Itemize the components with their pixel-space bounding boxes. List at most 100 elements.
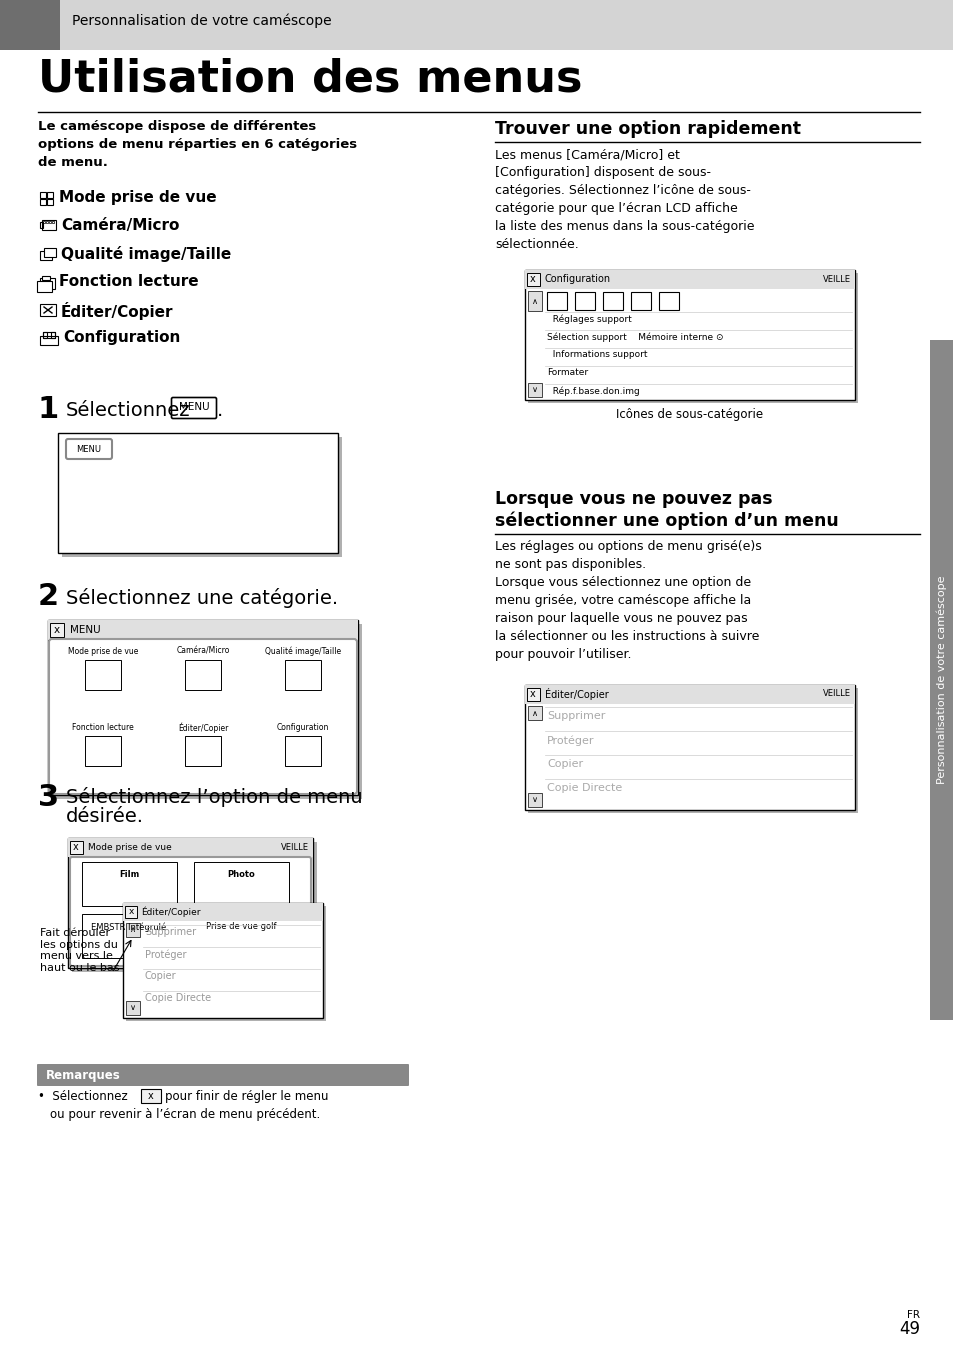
Text: Lorsque vous ne pouvez pas: Lorsque vous ne pouvez pas — [495, 490, 772, 508]
Bar — [524, 270, 854, 289]
Text: x: x — [530, 689, 536, 699]
Text: x: x — [54, 626, 60, 635]
Text: 49: 49 — [898, 1320, 919, 1338]
Text: Supprimer: Supprimer — [546, 711, 605, 721]
Bar — [123, 902, 323, 1018]
Text: ∨: ∨ — [532, 795, 537, 805]
Bar — [0, 0, 60, 50]
Bar — [185, 660, 221, 689]
Bar — [47, 199, 53, 205]
Text: 2: 2 — [38, 582, 59, 611]
FancyBboxPatch shape — [172, 398, 216, 418]
Text: VEILLE: VEILLE — [822, 689, 850, 699]
Bar — [40, 199, 46, 205]
Text: Lorsque vous sélectionnez une option de: Lorsque vous sélectionnez une option de — [495, 575, 750, 589]
Text: Éditer/Copier: Éditer/Copier — [177, 722, 228, 733]
Bar — [527, 706, 541, 721]
Bar — [49, 221, 51, 223]
Bar — [193, 915, 289, 958]
Bar — [71, 841, 316, 972]
Bar — [43, 221, 45, 223]
Text: Éditer/Copier: Éditer/Copier — [61, 303, 173, 320]
Text: Formater: Formater — [546, 368, 587, 377]
Text: Supprimer: Supprimer — [145, 927, 196, 936]
Text: sélectionner une option d’un menu: sélectionner une option d’un menu — [495, 512, 838, 531]
Text: Les réglages ou options de menu grisé(e)s: Les réglages ou options de menu grisé(e)… — [495, 540, 760, 554]
Text: x: x — [128, 908, 133, 916]
Bar — [40, 337, 58, 345]
Bar — [285, 735, 320, 765]
Bar — [82, 862, 177, 906]
Text: MENU: MENU — [76, 445, 101, 453]
Text: Copier: Copier — [546, 759, 582, 769]
Text: Configuration: Configuration — [544, 274, 611, 284]
Text: MENU: MENU — [178, 402, 209, 413]
Bar — [659, 292, 679, 309]
Text: Sélectionnez une catégorie.: Sélectionnez une catégorie. — [66, 588, 337, 608]
Bar — [43, 332, 55, 338]
Bar — [50, 623, 64, 636]
Text: catégorie pour que l’écran LCD affiche: catégorie pour que l’écran LCD affiche — [495, 202, 737, 214]
Bar — [68, 839, 313, 858]
Text: Remarques: Remarques — [46, 1068, 121, 1082]
Text: pour pouvoir l’utiliser.: pour pouvoir l’utiliser. — [495, 649, 631, 661]
Text: Qualité image/Taille: Qualité image/Taille — [61, 246, 231, 262]
Text: x: x — [148, 1091, 153, 1101]
Text: Caméra/Micro: Caméra/Micro — [61, 218, 179, 233]
Text: Rép.f.base.don.img: Rép.f.base.don.img — [546, 385, 639, 395]
Bar — [52, 221, 54, 223]
FancyBboxPatch shape — [37, 1064, 409, 1086]
Text: Copier: Copier — [145, 972, 176, 981]
Text: VEILLE: VEILLE — [281, 843, 309, 851]
Bar — [546, 292, 566, 309]
Bar — [526, 273, 539, 286]
Text: x: x — [530, 274, 536, 284]
Bar — [51, 332, 55, 338]
Text: Film: Film — [119, 870, 139, 879]
Bar — [0, 0, 953, 50]
Text: Trouver une option rapidement: Trouver une option rapidement — [495, 119, 801, 138]
Bar — [141, 1090, 161, 1103]
Bar — [193, 862, 289, 906]
Bar — [575, 292, 595, 309]
Text: Mode prise de vue: Mode prise de vue — [68, 647, 138, 655]
Text: Éditer/Copier: Éditer/Copier — [141, 906, 200, 917]
Text: ou pour revenir à l’écran de menu précédent.: ou pour revenir à l’écran de menu précéd… — [50, 1109, 320, 1121]
Text: Réglages support: Réglages support — [546, 313, 631, 323]
Text: Protéger: Protéger — [145, 949, 186, 959]
Bar — [527, 688, 857, 813]
Text: Utilisation des menus: Utilisation des menus — [38, 58, 582, 100]
Text: de menu.: de menu. — [38, 156, 108, 170]
Text: MENU: MENU — [70, 626, 100, 635]
Text: Copie Directe: Copie Directe — [145, 993, 211, 1003]
Text: la liste des menus dans la sous-catégorie: la liste des menus dans la sous-catégori… — [495, 220, 754, 233]
Bar — [527, 383, 541, 398]
Text: Fait dérouler
les options du
menu vers le
haut ou le bas: Fait dérouler les options du menu vers l… — [40, 928, 119, 973]
Bar — [40, 223, 43, 228]
Bar — [123, 902, 323, 921]
Text: options de menu réparties en 6 catégories: options de menu réparties en 6 catégorie… — [38, 138, 356, 151]
Text: ∧: ∧ — [130, 925, 136, 935]
Text: Sélectionnez: Sélectionnez — [66, 402, 191, 421]
Bar — [48, 620, 357, 641]
Text: [Configuration] disposent de sous-: [Configuration] disposent de sous- — [495, 166, 710, 179]
Text: menu grisée, votre caméscope affiche la: menu grisée, votre caméscope affiche la — [495, 594, 750, 607]
Bar — [43, 332, 47, 338]
Text: Le caméscope dispose de différentes: Le caméscope dispose de différentes — [38, 119, 315, 133]
Text: Sélection support    Mémoire interne ⊙: Sélection support Mémoire interne ⊙ — [546, 332, 722, 342]
Text: ∨: ∨ — [532, 385, 537, 395]
Bar — [524, 685, 854, 810]
Bar — [527, 290, 541, 311]
Text: •  Sélectionnez: • Sélectionnez — [38, 1090, 128, 1103]
Text: .: . — [216, 402, 223, 421]
Text: ∧: ∧ — [532, 296, 537, 305]
Text: Caméra/Micro: Caméra/Micro — [176, 647, 230, 655]
Bar — [85, 660, 121, 689]
Bar — [47, 191, 53, 198]
Bar — [126, 906, 326, 1020]
Text: Protéger: Protéger — [546, 735, 594, 745]
Bar — [42, 220, 56, 229]
Text: EMBSTR Intégrulé: EMBSTR Intégrulé — [91, 921, 167, 931]
Bar — [52, 624, 361, 799]
Text: raison pour laquelle vous ne pouvez pas: raison pour laquelle vous ne pouvez pas — [495, 612, 747, 626]
